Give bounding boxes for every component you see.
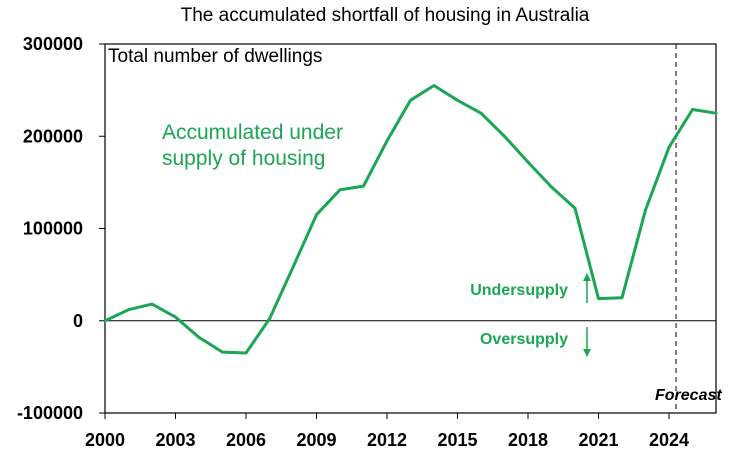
data-point (103, 319, 107, 323)
up-arrow-icon (583, 273, 591, 303)
down-arrow-icon (583, 327, 591, 357)
x-tick-label: 2003 (155, 430, 195, 450)
oversupply-label: Oversupply (480, 331, 568, 348)
y-tick-label: -100000 (17, 403, 83, 423)
data-point (526, 160, 530, 164)
data-point (573, 206, 577, 210)
data-point (644, 208, 647, 212)
data-point (479, 111, 483, 115)
x-tick-label: 2009 (296, 430, 336, 450)
undersupply-label: Undersupply (470, 282, 568, 299)
x-tick-label: 2006 (226, 430, 266, 450)
data-point (362, 184, 365, 188)
data-point (291, 265, 295, 269)
data-point (597, 297, 600, 301)
data-point (409, 98, 412, 102)
data-point (174, 315, 177, 319)
data-point (197, 335, 201, 339)
y-tick-label: 0 (73, 311, 83, 331)
data-point (691, 108, 694, 111)
x-tick-label: 2021 (578, 430, 618, 450)
data-point (503, 134, 506, 138)
y-axis-label: Total number of dwellings (108, 46, 322, 67)
data-point (432, 84, 436, 87)
series-label-line-1: Accumulated under (162, 121, 343, 144)
data-point (221, 350, 224, 354)
data-point (150, 302, 154, 306)
series-label-accumulated-undersupply: Accumulated under supply of housing (162, 121, 349, 170)
y-tick-label: 200000 (23, 126, 83, 146)
x-tick-label: 2012 (367, 430, 407, 450)
x-tick-label: 2000 (85, 430, 125, 450)
x-tick-label: 2018 (508, 430, 548, 450)
data-point (456, 98, 459, 102)
data-point (620, 296, 624, 300)
data-point (714, 111, 718, 115)
data-point (315, 213, 318, 217)
chart-title: The accumulated shortfall of housing in … (181, 5, 590, 26)
data-point (244, 351, 248, 355)
data-point (550, 185, 553, 189)
forecast-label: Forecast (655, 387, 722, 404)
data-point (127, 308, 130, 312)
data-point (338, 188, 342, 192)
data-point (385, 139, 389, 143)
data-point (667, 145, 671, 149)
x-tick-label: 2015 (437, 430, 477, 450)
series-label-line-2: supply of housing (162, 147, 325, 170)
y-tick-label: 300000 (23, 34, 83, 54)
data-point (268, 317, 271, 321)
y-tick-label: 100000 (23, 219, 83, 239)
x-tick-label: 2024 (649, 430, 689, 450)
